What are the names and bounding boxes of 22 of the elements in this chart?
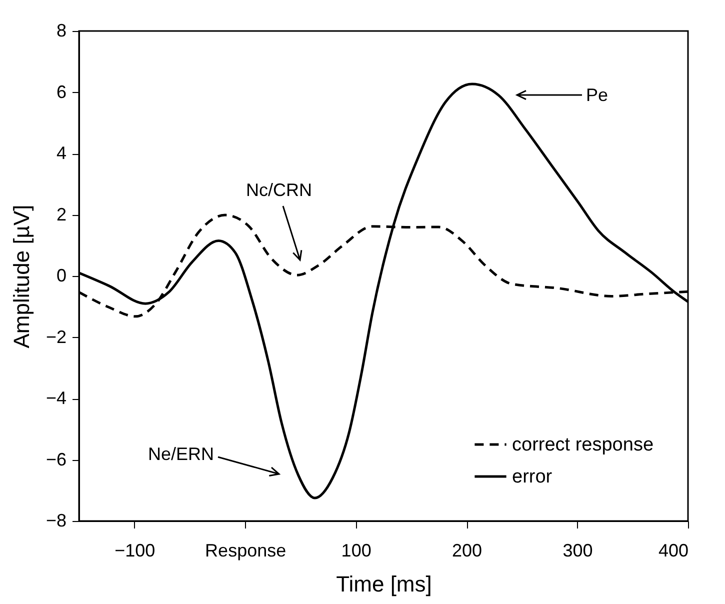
y-axis-title: Amplitude [µV]	[8, 204, 34, 348]
y-tick-label: −8	[46, 510, 66, 530]
y-tick-label: −4	[46, 388, 66, 408]
annotation: Nc/CRN	[246, 180, 312, 200]
x-tick-label: 400	[658, 540, 688, 560]
y-tick-label: −6	[46, 449, 66, 470]
y-tick-label: −2	[46, 326, 66, 347]
y-tick-label: 4	[56, 143, 66, 163]
x-tick-label: 300	[562, 540, 593, 560]
annotation: Ne/ERN	[148, 444, 214, 464]
y-tick-label: 2	[56, 204, 66, 224]
y-tick-label: 6	[56, 82, 66, 102]
legend-label: correct response	[512, 434, 654, 456]
annotation: Pe	[586, 85, 608, 105]
y-tick-label: 0	[56, 266, 66, 286]
x-tick-label: 100	[341, 540, 372, 560]
y-tick-label: 8	[56, 20, 66, 40]
x-tick-label: 200	[452, 540, 482, 560]
legend-label: error	[512, 466, 553, 488]
x-axis-title: Time [ms]	[336, 572, 432, 596]
x-tick-label: −100	[114, 540, 156, 560]
x-tick-label: Response	[205, 540, 286, 560]
